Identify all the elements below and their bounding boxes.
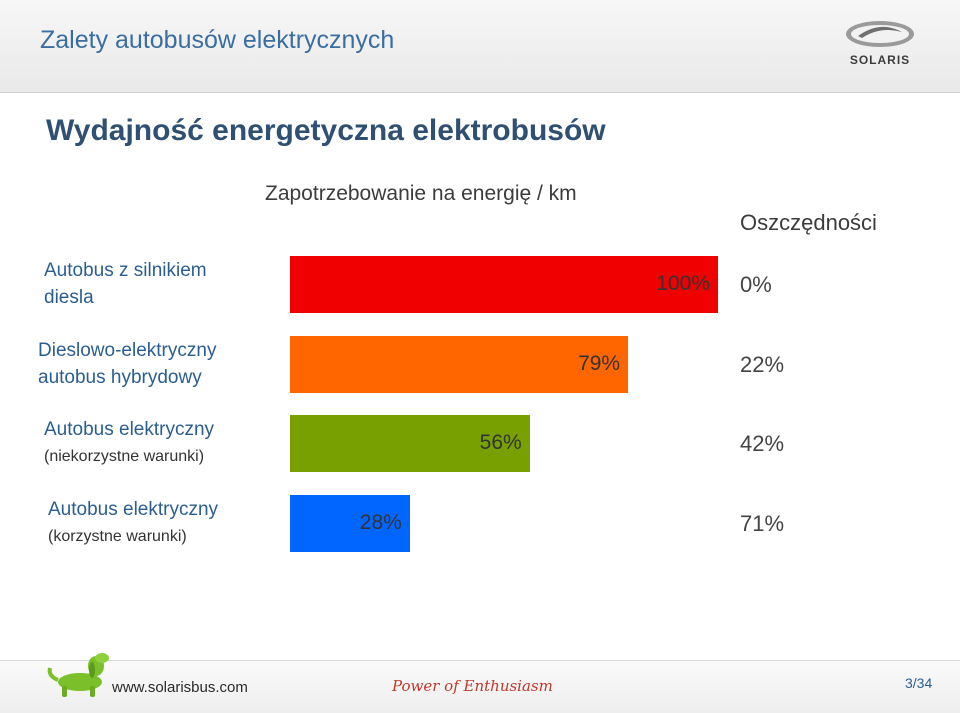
- category-label-line1: Autobus elektryczny: [44, 419, 215, 440]
- category-label: Autobus z silnikiem diesla: [44, 257, 284, 311]
- solaris-logo-icon: SOLARIS: [840, 16, 920, 70]
- bar-value-label: 28%: [359, 511, 402, 534]
- bar: [290, 256, 718, 313]
- slogan-text: Power of Enthusiasm: [392, 677, 553, 695]
- category-label-line2: (korzystne warunki): [48, 528, 187, 545]
- bar: [290, 415, 530, 472]
- bar-value-label: 100%: [656, 272, 710, 295]
- footer-url[interactable]: www.solarisbus.com: [112, 679, 248, 696]
- category-label: Autobus elektryczny (korzystne warunki): [48, 496, 288, 550]
- header-title: Zalety autobusów elektrycznych: [40, 26, 395, 54]
- page-number: 3/34: [905, 675, 933, 691]
- slogan: Power of Enthusiasm: [392, 673, 572, 703]
- dachshund-mascot-icon: [44, 648, 114, 700]
- category-label-line2: (niekorzystne warunki): [44, 448, 205, 465]
- bar: [290, 336, 629, 393]
- main-title: Wydajność energetyczna elektrobusów: [46, 114, 606, 147]
- bar-value-label: 79%: [578, 352, 621, 375]
- category-label-line1: Dieslowo-elektryczny: [38, 340, 217, 361]
- savings-title: Oszczędności: [740, 210, 877, 235]
- savings-value: 71%: [740, 511, 785, 536]
- category-label-line1: Autobus elektryczny: [48, 499, 219, 520]
- slide-header: Zalety autobusów elektrycznych SOLARIS: [0, 0, 960, 93]
- logo-text: SOLARIS: [849, 53, 911, 67]
- savings-value: 42%: [740, 431, 785, 456]
- category-label: Dieslowo-elektryczny autobus hybrydowy: [38, 337, 278, 391]
- chart-title: Zapotrzebowanie na energię / km: [265, 182, 577, 205]
- category-label-line2: autobus hybrydowy: [38, 367, 202, 388]
- category-label-line1: Autobus z silnikiem: [44, 260, 207, 281]
- bar: [290, 495, 410, 552]
- category-label-line2: diesla: [44, 287, 94, 308]
- slide-footer: www.solarisbus.com Power of Enthusiasm 3…: [0, 660, 960, 713]
- bar-value-label: 56%: [479, 431, 522, 454]
- savings-value: 22%: [740, 352, 785, 377]
- savings-value: 0%: [740, 272, 772, 297]
- category-label: Autobus elektryczny (niekorzystne warunki…: [44, 416, 284, 470]
